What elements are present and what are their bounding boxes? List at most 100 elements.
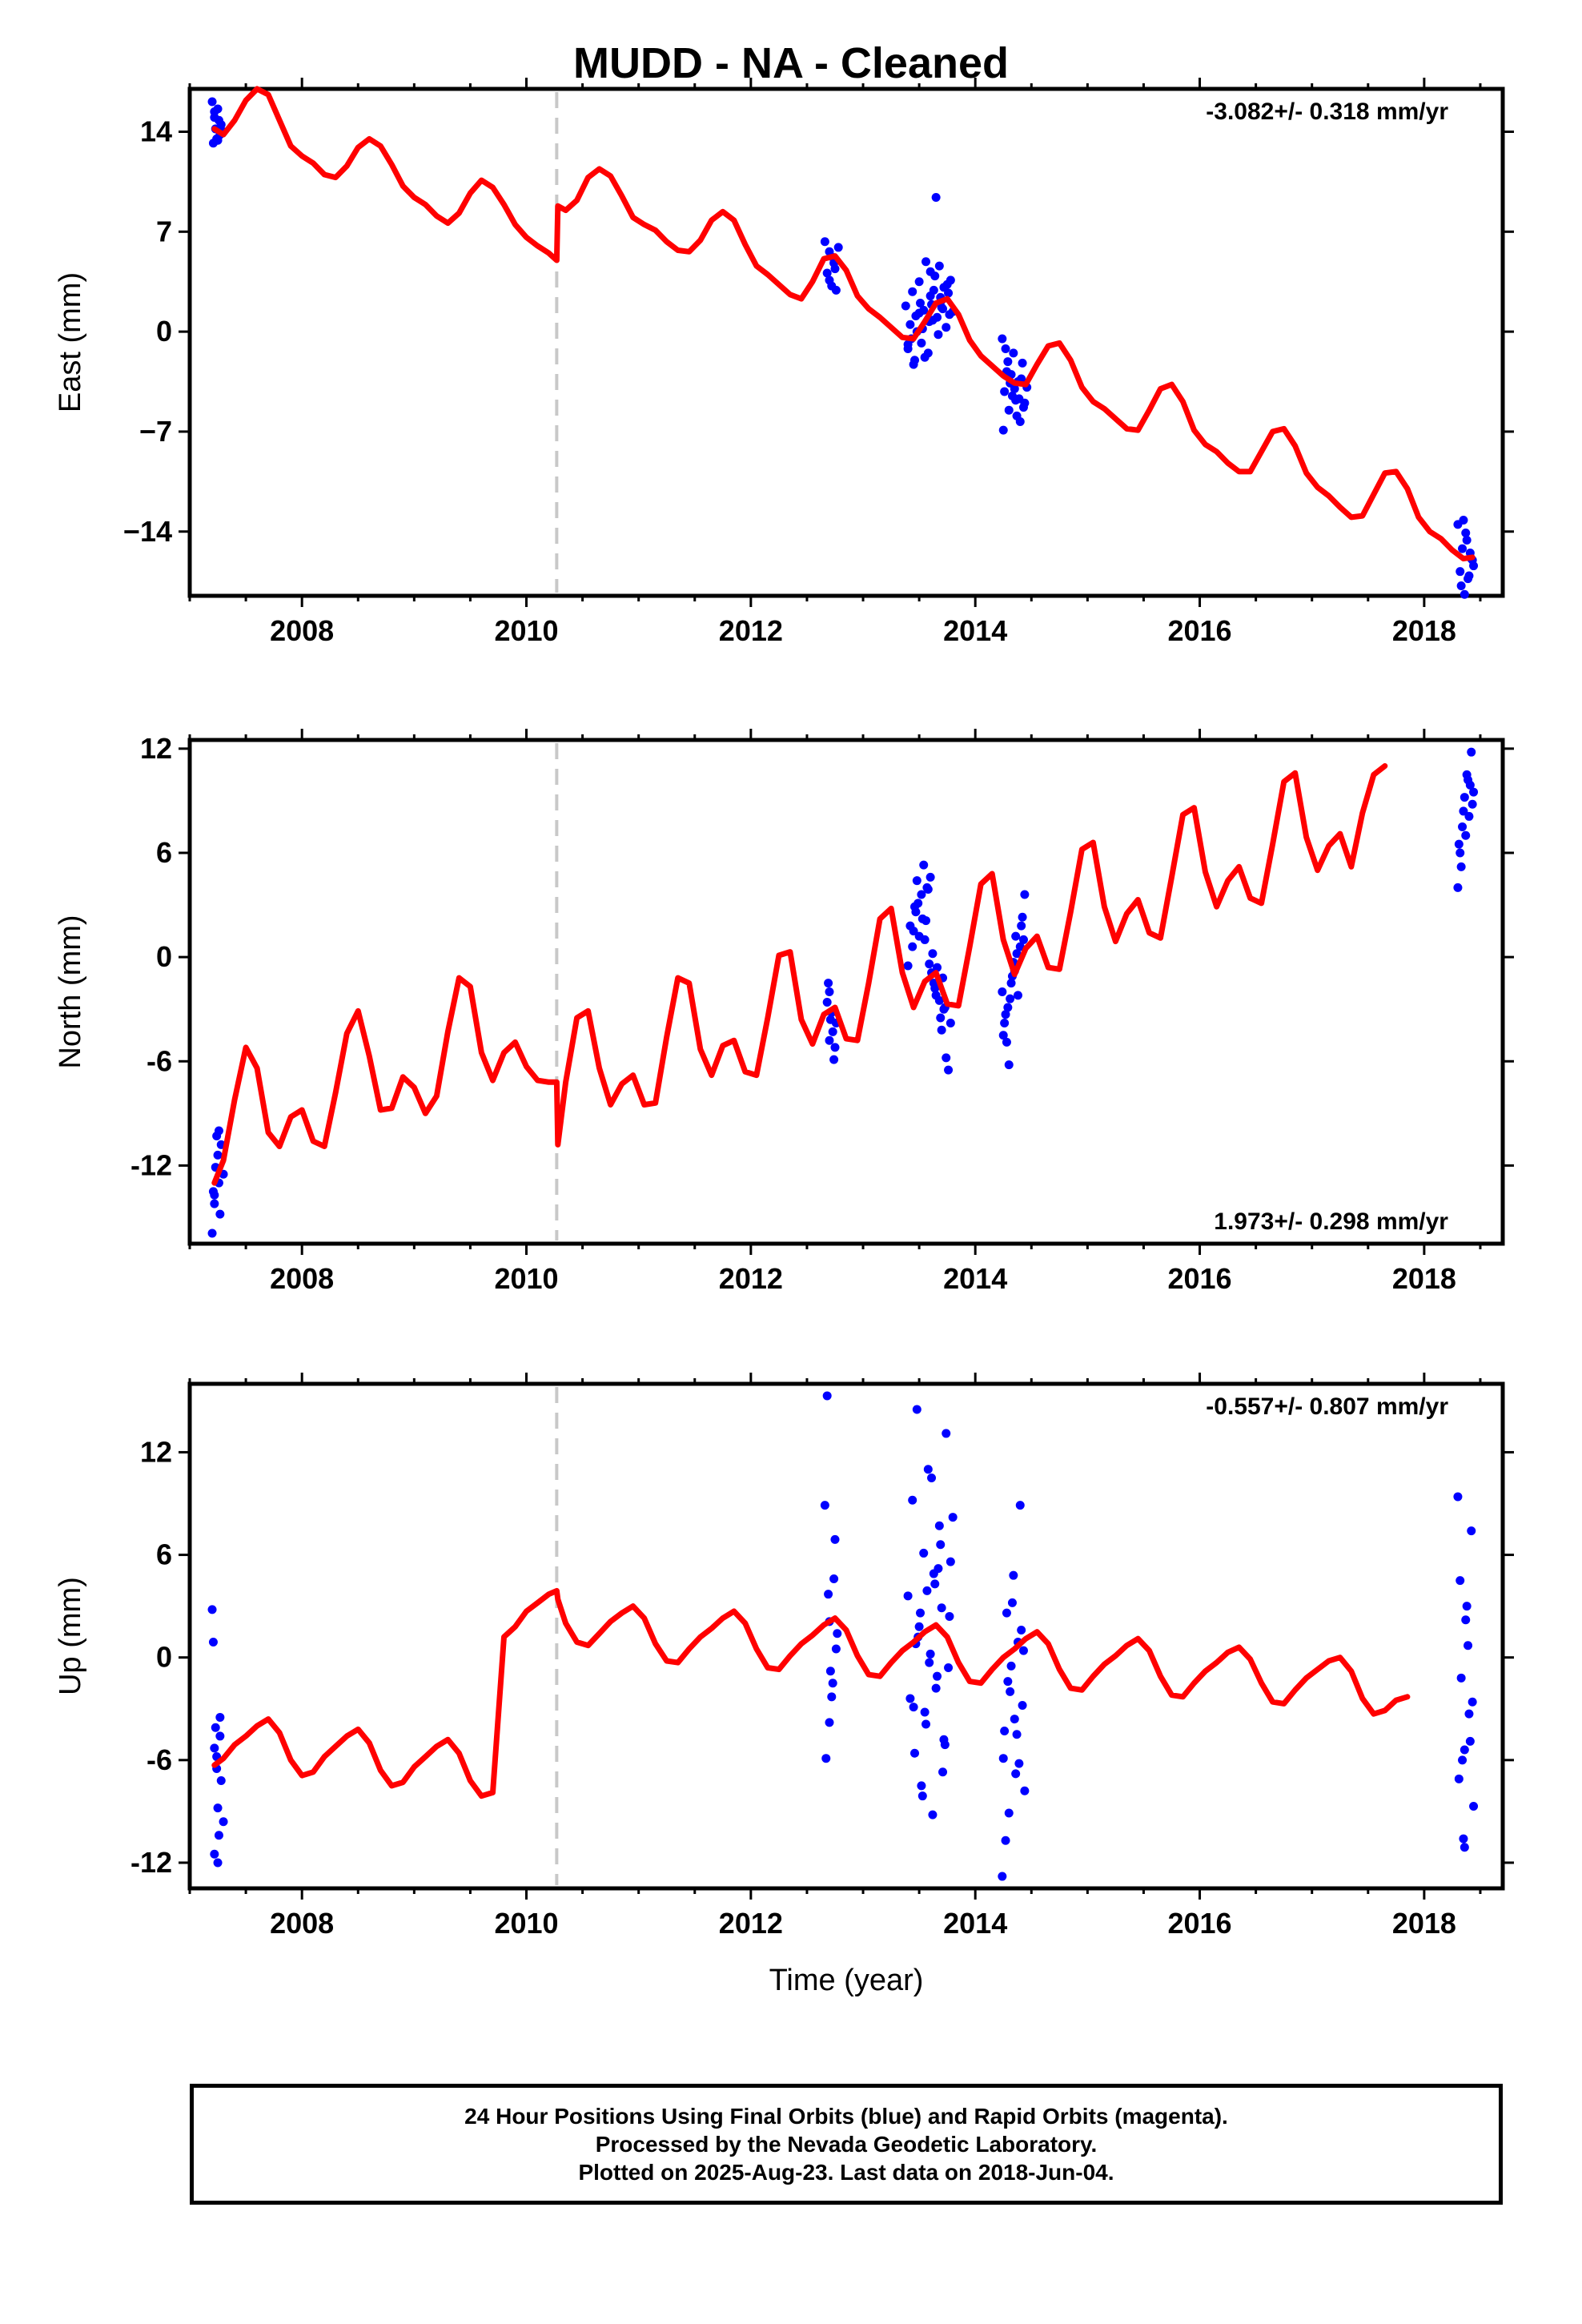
data-point bbox=[1453, 1492, 1463, 1502]
observations-2 bbox=[207, 747, 1479, 1238]
data-point bbox=[948, 1513, 958, 1522]
data-point bbox=[919, 860, 929, 870]
data-point bbox=[998, 987, 1007, 996]
data-point bbox=[934, 330, 943, 340]
data-point bbox=[911, 907, 921, 917]
data-point bbox=[1468, 1697, 1477, 1707]
data-point bbox=[822, 1391, 832, 1401]
footer-line-1: 24 Hour Positions Using Final Orbits (bl… bbox=[464, 2104, 1228, 2129]
x-axis-label: Time (year) bbox=[769, 1964, 924, 1997]
data-point bbox=[1456, 862, 1466, 871]
data-point bbox=[1003, 1677, 1013, 1687]
data-point bbox=[1465, 1736, 1475, 1746]
data-point bbox=[926, 872, 935, 882]
data-point bbox=[207, 97, 217, 107]
data-point bbox=[214, 1831, 223, 1840]
data-point bbox=[933, 963, 942, 972]
rate-label: -3.082+/- 0.318 mm/yr bbox=[1206, 99, 1448, 125]
data-point bbox=[998, 425, 1008, 435]
data-point bbox=[827, 1692, 837, 1702]
data-point bbox=[824, 979, 833, 988]
data-point bbox=[1012, 411, 1022, 420]
data-point bbox=[215, 1712, 225, 1722]
x-tick-label: 2012 bbox=[719, 614, 783, 647]
data-point bbox=[820, 1501, 829, 1510]
data-point bbox=[901, 301, 910, 311]
x-tick-label: 2014 bbox=[943, 1262, 1007, 1295]
data-point bbox=[1000, 1727, 1010, 1736]
data-point bbox=[1003, 1003, 1013, 1012]
data-point bbox=[825, 987, 834, 996]
data-point bbox=[937, 303, 946, 312]
data-point bbox=[1011, 931, 1021, 941]
data-point bbox=[942, 279, 952, 289]
data-point bbox=[916, 1608, 926, 1618]
data-point bbox=[208, 1637, 218, 1647]
data-point bbox=[908, 942, 917, 951]
data-point bbox=[1456, 1673, 1466, 1683]
data-point bbox=[925, 959, 934, 969]
data-point bbox=[926, 267, 935, 276]
y-tick-label: −7 bbox=[139, 415, 172, 448]
data-point bbox=[1454, 839, 1464, 849]
data-point bbox=[210, 1190, 219, 1200]
y-tick-label: -12 bbox=[130, 1148, 172, 1181]
data-point bbox=[1456, 1576, 1465, 1586]
data-point bbox=[1018, 935, 1028, 944]
data-point bbox=[1018, 358, 1027, 368]
data-point bbox=[830, 264, 840, 274]
data-point bbox=[929, 285, 938, 295]
data-point bbox=[937, 1025, 946, 1035]
rate-label: -0.557+/- 0.807 mm/yr bbox=[1206, 1393, 1448, 1420]
data-point bbox=[1014, 394, 1024, 404]
data-point bbox=[998, 334, 1007, 344]
x-tick-label: 2018 bbox=[1392, 1262, 1456, 1295]
data-point bbox=[1459, 515, 1468, 525]
data-point bbox=[830, 1043, 840, 1052]
data-point bbox=[210, 1199, 219, 1208]
data-point bbox=[1015, 942, 1025, 951]
data-point bbox=[825, 1015, 835, 1024]
data-point bbox=[833, 1629, 842, 1638]
data-point bbox=[824, 1590, 833, 1599]
y-tick-label: 14 bbox=[140, 115, 172, 147]
y-axis-label: North (mm) bbox=[54, 915, 87, 1068]
data-point bbox=[831, 1644, 841, 1654]
data-point bbox=[934, 1521, 944, 1530]
data-point bbox=[1460, 589, 1469, 599]
data-point bbox=[928, 949, 938, 959]
data-point bbox=[1467, 747, 1476, 757]
data-point bbox=[925, 1658, 934, 1667]
data-point bbox=[825, 1718, 834, 1727]
data-point bbox=[821, 1754, 831, 1763]
data-point bbox=[1460, 1843, 1469, 1852]
data-point bbox=[1002, 1037, 1011, 1047]
data-point bbox=[1453, 883, 1463, 892]
data-point bbox=[1007, 391, 1017, 400]
data-point bbox=[916, 298, 926, 308]
x-tick-label: 2018 bbox=[1392, 614, 1456, 647]
data-point bbox=[1014, 1759, 1024, 1768]
data-point bbox=[210, 107, 219, 117]
data-point bbox=[210, 1849, 219, 1859]
data-point bbox=[1464, 1641, 1473, 1651]
data-point bbox=[1456, 567, 1465, 577]
data-point bbox=[913, 899, 923, 908]
data-point bbox=[920, 1707, 930, 1717]
model-line bbox=[211, 763, 1388, 1186]
x-tick-label: 2010 bbox=[494, 1907, 558, 1940]
data-point bbox=[936, 1013, 946, 1023]
data-point bbox=[1468, 799, 1477, 809]
data-point bbox=[829, 1055, 839, 1064]
data-point bbox=[1464, 574, 1473, 584]
data-point bbox=[914, 308, 924, 318]
y-tick-label: 0 bbox=[156, 940, 172, 973]
data-point bbox=[926, 1649, 935, 1659]
data-point bbox=[1020, 1786, 1030, 1795]
data-point bbox=[1018, 1700, 1027, 1710]
data-point bbox=[1460, 793, 1469, 802]
data-point bbox=[944, 288, 954, 298]
data-point bbox=[213, 1858, 223, 1868]
data-point bbox=[921, 257, 931, 267]
